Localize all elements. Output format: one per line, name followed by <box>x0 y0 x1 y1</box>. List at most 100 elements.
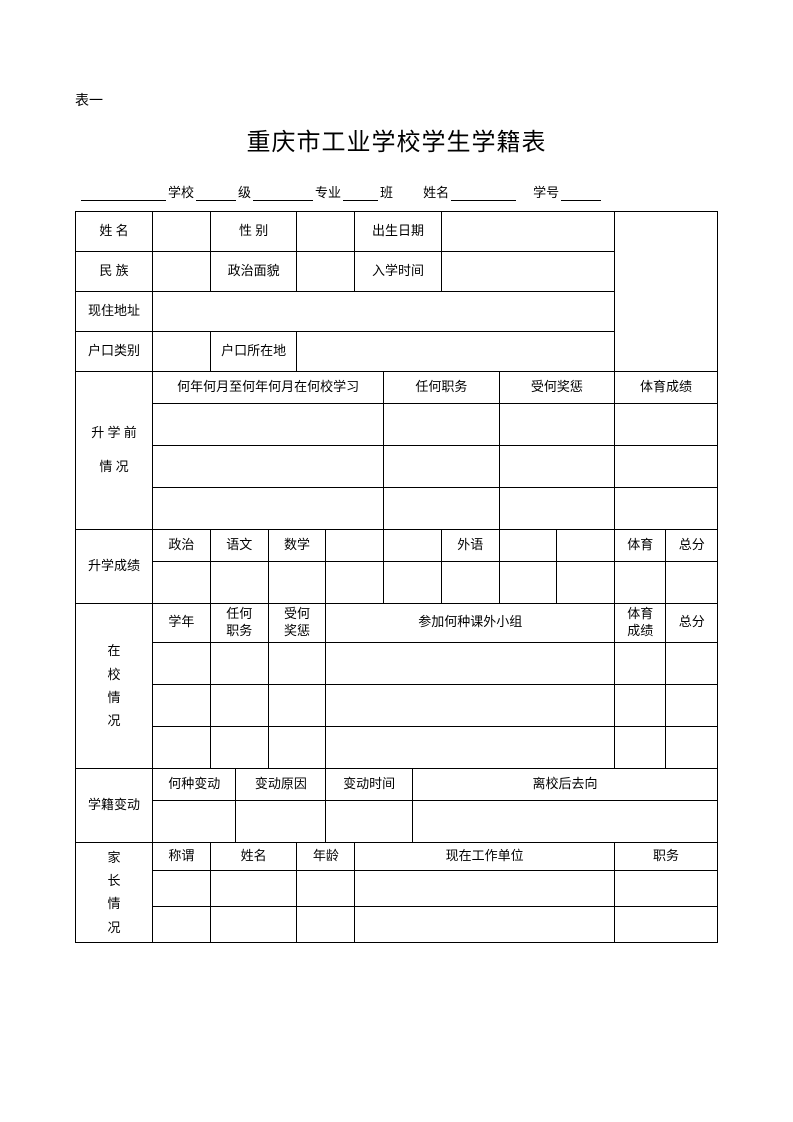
grade-politics-value[interactable] <box>153 562 211 604</box>
in-row1-year[interactable] <box>153 642 211 684</box>
in-row3-group[interactable] <box>326 726 615 768</box>
change-type-label: 何种变动 <box>153 768 236 800</box>
in-row3-position[interactable] <box>210 726 268 768</box>
photo-box[interactable] <box>615 212 718 372</box>
class-label: 班 <box>380 182 393 201</box>
family-label: 家 长 情 况 <box>76 842 153 942</box>
family-row2-workplace[interactable] <box>355 906 615 942</box>
in-row3-year[interactable] <box>153 726 211 768</box>
pre-row3-study[interactable] <box>153 488 384 530</box>
family-row1-workplace[interactable] <box>355 870 615 906</box>
pre-row2-position[interactable] <box>384 446 500 488</box>
family-row1-age[interactable] <box>297 870 355 906</box>
pre-row1-study[interactable] <box>153 404 384 446</box>
basic-ethnicity-value[interactable] <box>153 252 211 292</box>
pre-row1-pe[interactable] <box>615 404 718 446</box>
form-title: 重庆市工业学校学生学籍表 <box>75 122 718 157</box>
pre-position-label: 任何职务 <box>384 372 500 404</box>
family-row1-relation[interactable] <box>153 870 211 906</box>
change-reason-label: 变动原因 <box>236 768 326 800</box>
in-position-label: 任何 职务 <box>210 604 268 643</box>
grade-blank2-value[interactable] <box>384 562 442 604</box>
grade-pe-label: 体育 <box>615 530 666 562</box>
in-row3-pe[interactable] <box>615 726 666 768</box>
in-year-label: 学年 <box>153 604 211 643</box>
in-row2-pe[interactable] <box>615 684 666 726</box>
basic-birth-value[interactable] <box>441 212 614 252</box>
header-line: 学校 级 专业 班 姓名 学号 <box>75 182 718 201</box>
pre-row1-award[interactable] <box>499 404 615 446</box>
name-blank[interactable] <box>451 183 516 201</box>
pre-row1-position[interactable] <box>384 404 500 446</box>
family-row2-position[interactable] <box>615 906 718 942</box>
class-before-blank[interactable] <box>343 183 378 201</box>
main-table: 姓 名 性 别 出生日期 民 族 政治面貌 入学时间 现住地址 户口类别 户口所… <box>75 211 718 943</box>
in-row2-year[interactable] <box>153 684 211 726</box>
in-row1-position[interactable] <box>210 642 268 684</box>
grade-foreign-value[interactable] <box>441 562 499 604</box>
in-row2-award[interactable] <box>268 684 326 726</box>
pre-row2-pe[interactable] <box>615 446 718 488</box>
family-row2-name[interactable] <box>210 906 297 942</box>
basic-name-value[interactable] <box>153 212 211 252</box>
in-row3-award[interactable] <box>268 726 326 768</box>
basic-hukou-loc-label: 户口所在地 <box>210 332 297 372</box>
grade-math-value[interactable] <box>268 562 326 604</box>
page-label: 表一 <box>75 90 718 110</box>
in-school-l3: 情 <box>78 686 150 709</box>
change-destination-value[interactable] <box>412 800 717 842</box>
in-row3-total[interactable] <box>666 726 718 768</box>
grade-chinese-label: 语文 <box>210 530 268 562</box>
change-time-label: 变动时间 <box>326 768 413 800</box>
grade-pe-value[interactable] <box>615 562 666 604</box>
grade-total-value[interactable] <box>666 562 718 604</box>
family-l3: 情 <box>78 892 150 915</box>
pre-row3-position[interactable] <box>384 488 500 530</box>
family-row1-name[interactable] <box>210 870 297 906</box>
family-row2-age[interactable] <box>297 906 355 942</box>
pre-row3-award[interactable] <box>499 488 615 530</box>
school-label: 学校 <box>168 182 194 201</box>
school-blank[interactable] <box>81 183 166 201</box>
in-row1-pe[interactable] <box>615 642 666 684</box>
pre-row3-pe[interactable] <box>615 488 718 530</box>
basic-political-label: 政治面貌 <box>210 252 297 292</box>
basic-political-value[interactable] <box>297 252 355 292</box>
basic-hukou-loc-value[interactable] <box>297 332 615 372</box>
grade-chinese-value[interactable] <box>210 562 268 604</box>
change-reason-value[interactable] <box>236 800 326 842</box>
in-row1-award[interactable] <box>268 642 326 684</box>
pre-study-period-label: 何年何月至何年何月在何校学习 <box>153 372 384 404</box>
basic-birth-label: 出生日期 <box>355 212 442 252</box>
basic-address-value[interactable] <box>153 292 615 332</box>
in-row2-group[interactable] <box>326 684 615 726</box>
basic-enroll-value[interactable] <box>441 252 614 292</box>
basic-name-label: 姓 名 <box>76 212 153 252</box>
pre-pe-label: 体育成绩 <box>615 372 718 404</box>
basic-hukou-type-value[interactable] <box>153 332 211 372</box>
in-row2-position[interactable] <box>210 684 268 726</box>
pre-row2-award[interactable] <box>499 446 615 488</box>
in-row1-total[interactable] <box>666 642 718 684</box>
in-school-label: 在 校 情 况 <box>76 604 153 769</box>
major-before-blank[interactable] <box>253 183 313 201</box>
grade-before-blank[interactable] <box>196 183 236 201</box>
grade-blank4-value[interactable] <box>557 562 615 604</box>
in-row2-total[interactable] <box>666 684 718 726</box>
basic-ethnicity-label: 民 族 <box>76 252 153 292</box>
basic-gender-value[interactable] <box>297 212 355 252</box>
student-id-blank[interactable] <box>561 183 601 201</box>
pre-row2-study[interactable] <box>153 446 384 488</box>
in-row1-group[interactable] <box>326 642 615 684</box>
family-workplace-label: 现在工作单位 <box>355 842 615 870</box>
family-row2-relation[interactable] <box>153 906 211 942</box>
grade-total-label: 总分 <box>666 530 718 562</box>
grade-label: 级 <box>238 182 251 201</box>
grade-blank2-label <box>384 530 442 562</box>
change-type-value[interactable] <box>153 800 236 842</box>
change-time-value[interactable] <box>326 800 413 842</box>
family-l1: 家 <box>78 846 150 869</box>
grade-blank3-value[interactable] <box>499 562 557 604</box>
grade-blank1-value[interactable] <box>326 562 384 604</box>
family-row1-position[interactable] <box>615 870 718 906</box>
